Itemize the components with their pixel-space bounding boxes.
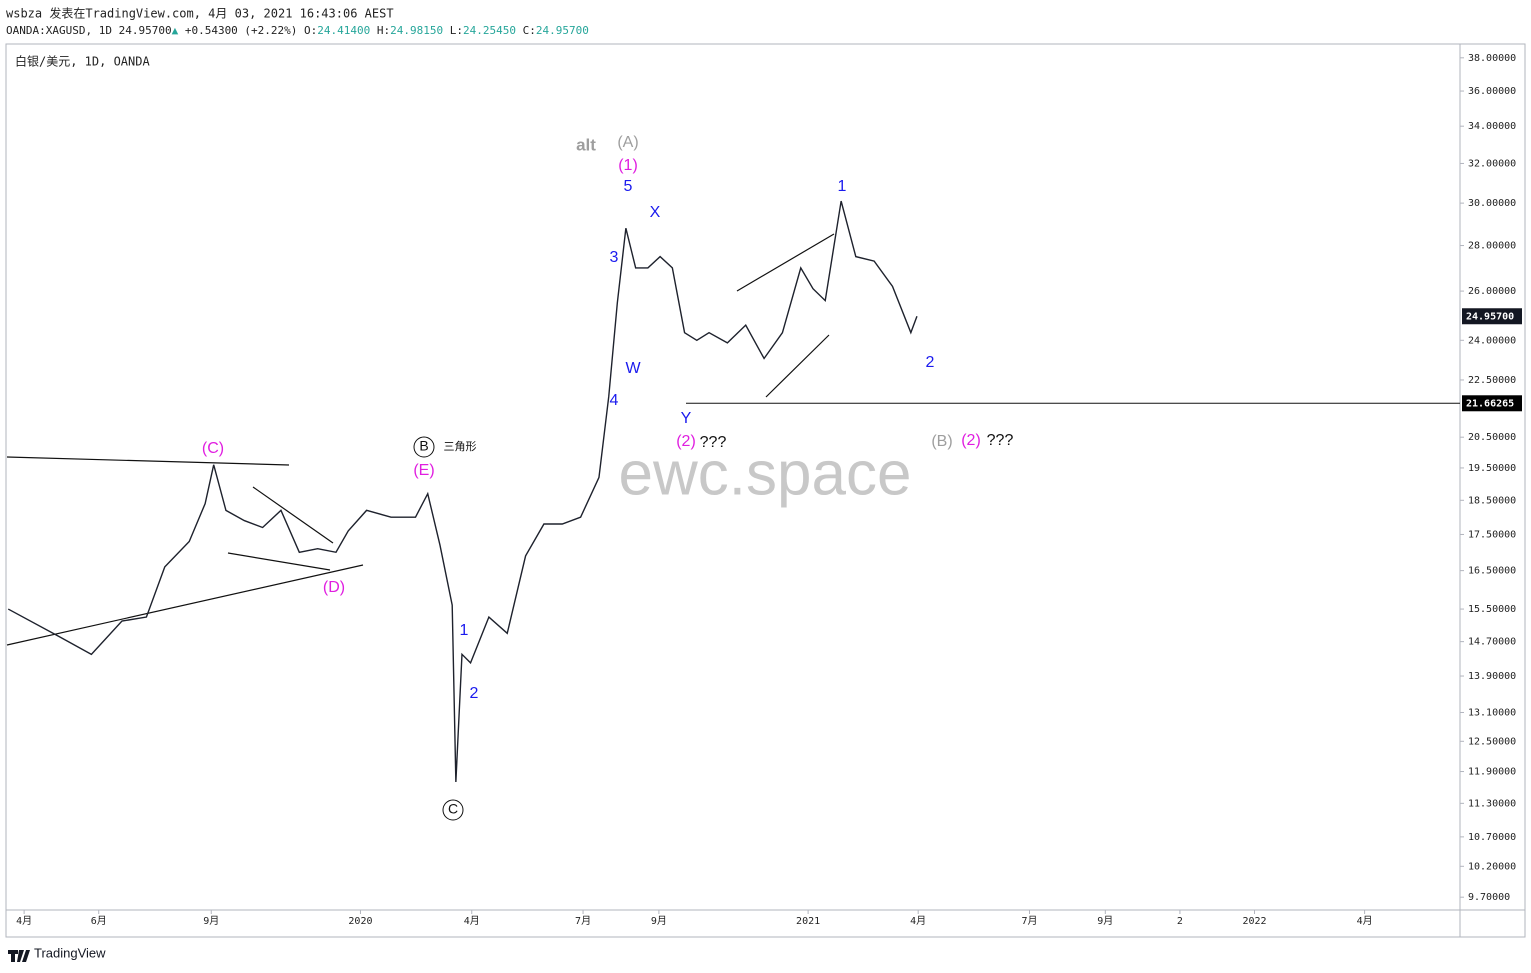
y-tick-label: 13.90000: [1468, 671, 1516, 682]
wave-label: (2): [961, 432, 981, 449]
wave-label: alt: [576, 135, 596, 154]
wave-label: 5: [624, 178, 633, 195]
x-tick-label: 2022: [1242, 916, 1266, 927]
o-label: O:: [304, 24, 317, 37]
wave-label: (B): [931, 433, 952, 450]
y-tick-label: 36.00000: [1468, 86, 1516, 97]
wave-label: ???: [700, 434, 727, 451]
header-line: wsbza 发表在TradingView.com, 4月 03, 2021 16…: [6, 6, 394, 21]
y-tick-label: 20.50000: [1468, 432, 1516, 443]
y-tick-label: 11.90000: [1468, 767, 1516, 778]
last: 24.95700: [119, 24, 172, 37]
l: 24.25450: [463, 24, 516, 37]
wave-label: 3: [610, 249, 619, 266]
level-label: 21.66265: [1466, 398, 1514, 409]
wave-label: (D): [323, 579, 345, 596]
trendlines: [6, 233, 835, 646]
wave-label: (2): [676, 433, 696, 450]
y-tick-label: 9.70000: [1468, 892, 1510, 903]
y-tick-label: 30.00000: [1468, 198, 1516, 209]
trendline: [6, 456, 290, 466]
wave-label: 1: [838, 178, 847, 195]
y-tick-label: 14.70000: [1468, 637, 1516, 648]
c: 24.95700: [536, 24, 589, 37]
trendline: [252, 486, 334, 544]
x-tick-label: 9月: [1097, 915, 1113, 927]
symbol-line: OANDA:XAGUSD, 1D 24.95700▲ +0.54300 (+2.…: [6, 24, 589, 37]
circle: [413, 436, 435, 458]
wave-label: 2: [470, 685, 479, 702]
x-tick-label: 9月: [651, 915, 667, 927]
frame: [5, 43, 1526, 938]
y-tick-label: 16.50000: [1468, 566, 1516, 577]
circle: [442, 799, 464, 821]
y-tick-label: 10.20000: [1468, 861, 1516, 872]
wave-label: (1): [618, 157, 638, 174]
wave-label: Y: [681, 410, 692, 427]
y-tick-label: 38.00000: [1468, 53, 1516, 64]
y-tick-label: 26.00000: [1468, 286, 1516, 297]
last-price-label: 24.95700: [1466, 311, 1514, 322]
trendline: [736, 233, 835, 292]
wave-label: (C): [202, 440, 224, 457]
level-tag: [1462, 395, 1522, 412]
logo-text: TradingView: [34, 945, 106, 960]
trendline: [765, 334, 830, 398]
y-tick-label: 34.00000: [1468, 121, 1516, 132]
y-tick-label: 17.50000: [1468, 529, 1516, 540]
arrow: ▲: [172, 24, 179, 37]
y-tick-label: 28.00000: [1468, 241, 1516, 252]
x-tick-label: 4月: [464, 915, 480, 927]
x-tick-label: 2: [1177, 916, 1183, 927]
x-tick-label: 9月: [203, 915, 219, 927]
x-tick-label: 4月: [910, 915, 926, 927]
wave-label: (A): [617, 134, 638, 151]
wave-label: 三角形: [444, 440, 477, 453]
wave-label: C: [448, 801, 458, 817]
y-tick-label: 32.00000: [1468, 158, 1516, 169]
y-tick-label: 22.50000: [1468, 375, 1516, 386]
wave-label: B: [419, 438, 428, 454]
x-tick-label: 2020: [348, 916, 372, 927]
last-price-tag: [1462, 308, 1522, 325]
c-label: C:: [523, 24, 536, 37]
change: +0.54300 (+2.22%): [185, 24, 298, 37]
y-tick-label: 13.10000: [1468, 707, 1516, 718]
h-label: H:: [377, 24, 390, 37]
y-tick-label: 15.50000: [1468, 604, 1516, 615]
wave-label: ???: [987, 432, 1014, 449]
y-tick-label: 12.50000: [1468, 736, 1516, 747]
wave-label: 1: [460, 622, 469, 639]
price-line: [7, 200, 918, 782]
x-tick-label: 7月: [575, 915, 591, 927]
trendline: [6, 564, 364, 646]
l-label: L:: [450, 24, 463, 37]
wave-label: 4: [610, 392, 619, 409]
wave-label: 2: [926, 354, 935, 371]
y-tick-label: 24.00000: [1468, 335, 1516, 346]
logo-icon: [8, 950, 30, 962]
watermark: ewc.space: [619, 439, 912, 508]
wave-label: X: [650, 204, 661, 221]
y-tick-label: 18.50000: [1468, 495, 1516, 506]
x-tick-label: 4月: [1357, 915, 1373, 927]
wave-label: (E): [413, 462, 434, 479]
x-tick-label: 7月: [1021, 915, 1037, 927]
y-tick-label: 10.70000: [1468, 832, 1516, 843]
symbol: OANDA:XAGUSD, 1D: [6, 24, 112, 37]
wave-label: W: [625, 360, 641, 377]
trendline: [227, 552, 331, 571]
h: 24.98150: [390, 24, 443, 37]
y-tick-label: 11.30000: [1468, 798, 1516, 809]
chart-title: 白银/美元, 1D, OANDA: [15, 54, 150, 69]
o: 24.41400: [317, 24, 370, 37]
x-tick-label: 2021: [796, 916, 820, 927]
x-tick-label: 6月: [91, 915, 107, 927]
x-tick-label: 4月: [16, 915, 32, 927]
y-tick-label: 19.50000: [1468, 463, 1516, 474]
